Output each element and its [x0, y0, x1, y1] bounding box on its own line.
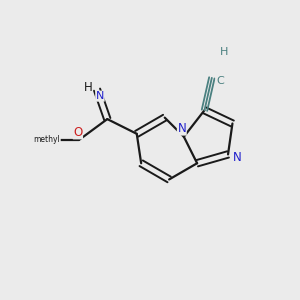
Text: H: H: [220, 47, 228, 57]
Text: methyl: methyl: [34, 135, 60, 144]
Text: N: N: [96, 91, 104, 101]
Text: N: N: [232, 151, 241, 164]
Text: N: N: [177, 122, 186, 135]
Text: O: O: [73, 126, 83, 139]
Text: C: C: [216, 76, 224, 86]
Text: H: H: [84, 81, 92, 94]
